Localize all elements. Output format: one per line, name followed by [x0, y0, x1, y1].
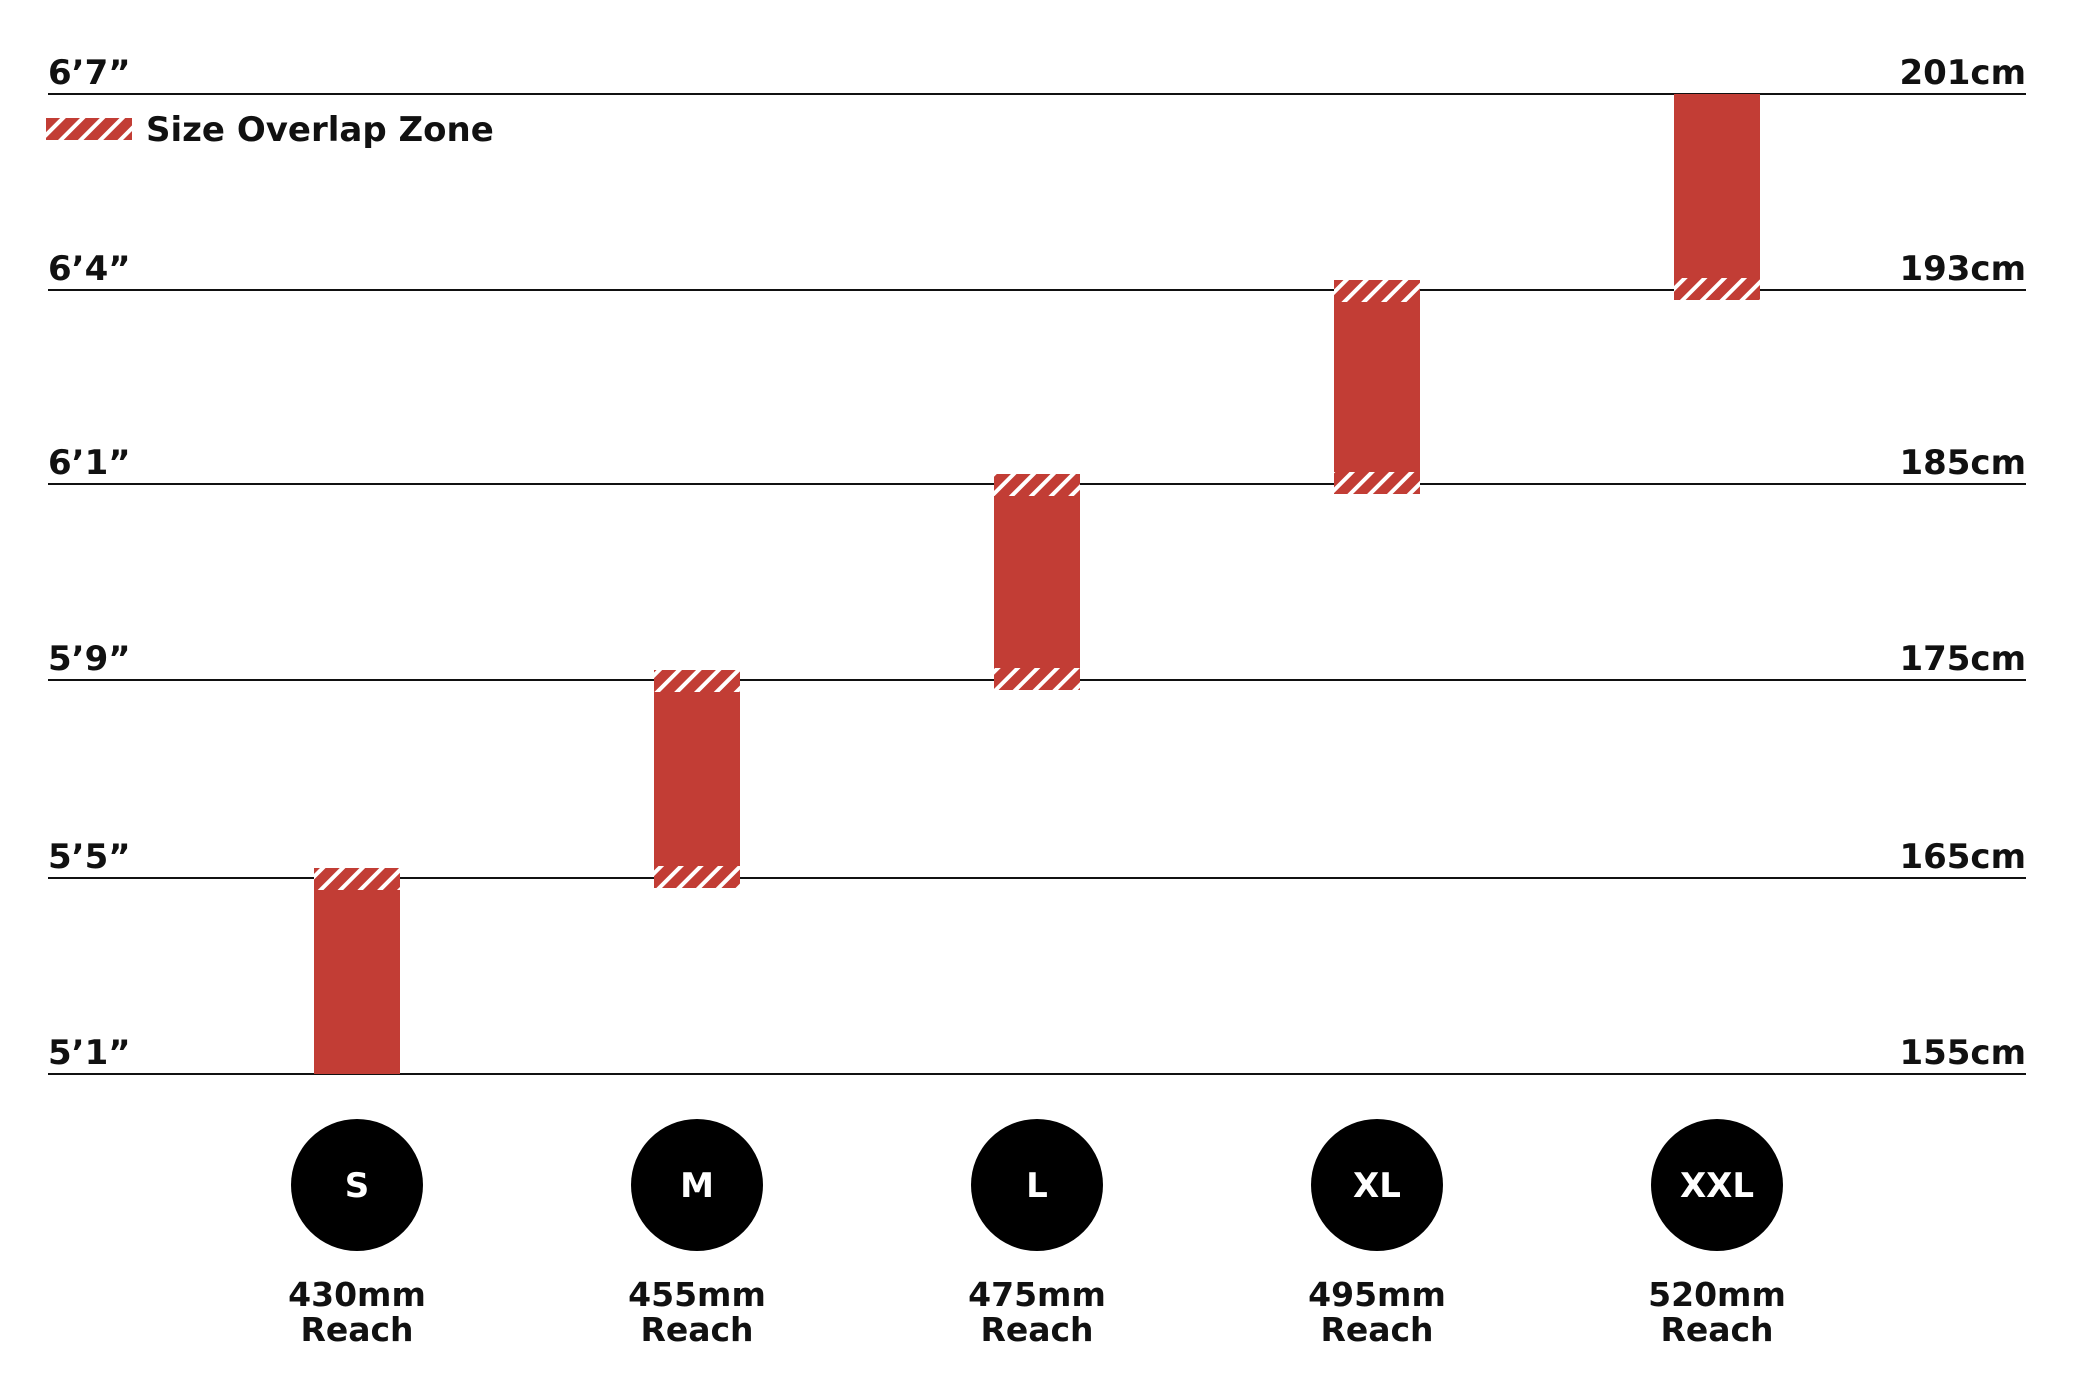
tick-label-metric: 165cm: [1899, 837, 2026, 877]
size-badge: [971, 1119, 1103, 1251]
tick-label-metric: 201cm: [1899, 53, 2026, 93]
reach-label: Reach: [980, 1310, 1093, 1349]
size-badges: S430mmReachM455mmReachL475mmReachXL495mm…: [288, 1119, 1786, 1349]
tick-label-metric: 155cm: [1899, 1033, 2026, 1073]
reach-label: Reach: [300, 1310, 413, 1349]
overlap-zone-bottom: [1674, 278, 1760, 300]
reach-label: Reach: [640, 1310, 753, 1349]
reach-value: 475mm: [968, 1275, 1106, 1314]
tick-label-imperial: 6’7”: [48, 53, 131, 93]
size-bar: [314, 868, 400, 1074]
size-badge: [1311, 1119, 1443, 1251]
overlap-zone-top: [994, 474, 1080, 496]
tick-label-imperial: 5’5”: [48, 837, 131, 877]
overlap-zone-bottom: [1334, 472, 1420, 494]
size-label: S: [345, 1166, 370, 1206]
tick-label-imperial: 6’1”: [48, 443, 131, 483]
size-badge: [631, 1119, 763, 1251]
size-bar: [654, 670, 740, 888]
size-badge: [291, 1119, 423, 1251]
size-label: XXL: [1680, 1166, 1754, 1206]
tick-label-metric: 175cm: [1899, 639, 2026, 679]
overlap-zone-top: [314, 868, 400, 890]
size-bar: [1334, 280, 1420, 494]
size-bar: [994, 474, 1080, 690]
legend-swatch: [46, 118, 132, 140]
size-label: L: [1026, 1166, 1048, 1206]
overlap-zone-top: [1334, 280, 1420, 302]
size-badge: [1651, 1119, 1783, 1251]
reach-value: 430mm: [288, 1275, 426, 1314]
height-tick-labels: 5’1” 155cm 5’5” 165cm 5’9” 175cm 6’1” 185cm 6’4”…: [48, 53, 2026, 1073]
tick-label-imperial: 6’4”: [48, 249, 131, 289]
size-bars: [314, 94, 1760, 1074]
overlap-zone-bottom: [994, 668, 1080, 690]
overlap-zone-top: [654, 670, 740, 692]
tick-label-metric: 185cm: [1899, 443, 2026, 483]
size-label: XL: [1353, 1166, 1401, 1206]
overlap-zone-bottom: [654, 866, 740, 888]
legend: Size Overlap Zone: [46, 110, 494, 150]
reach-value: 495mm: [1308, 1275, 1446, 1314]
reach-label: Reach: [1320, 1310, 1433, 1349]
tick-label-imperial: 5’1”: [48, 1033, 131, 1073]
size-label: M: [680, 1166, 714, 1206]
reach-value: 520mm: [1648, 1275, 1786, 1314]
tick-label-imperial: 5’9”: [48, 639, 131, 679]
size-bar: [1674, 94, 1760, 300]
reach-value: 455mm: [628, 1275, 766, 1314]
reach-label: Reach: [1660, 1310, 1773, 1349]
legend-label: Size Overlap Zone: [146, 110, 494, 150]
tick-label-metric: 193cm: [1899, 249, 2026, 289]
